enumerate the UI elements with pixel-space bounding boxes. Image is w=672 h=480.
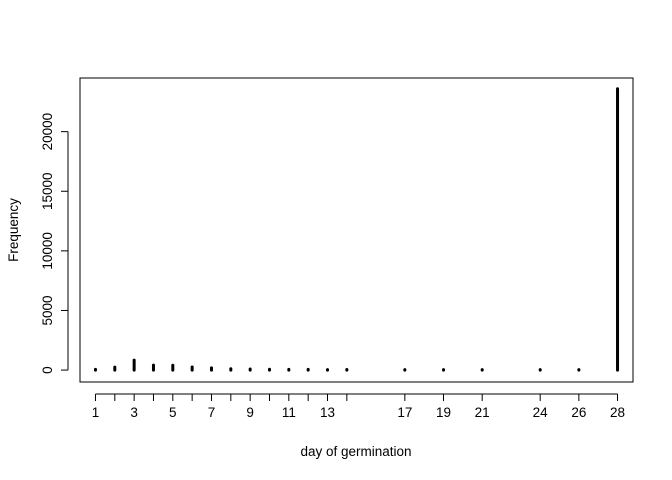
x-tick-label: 21 bbox=[475, 405, 490, 420]
data-marks bbox=[93, 87, 620, 372]
x-tick-label: 1 bbox=[92, 405, 100, 420]
x-tick-label: 9 bbox=[246, 405, 254, 420]
plot-frame bbox=[79, 77, 634, 383]
x-tick-label: 19 bbox=[436, 405, 451, 420]
x-tick-label: 17 bbox=[397, 405, 412, 420]
x-tick-label: 7 bbox=[208, 405, 216, 420]
y-tick-label: 10000 bbox=[40, 232, 55, 270]
x-tick-label: 26 bbox=[571, 405, 586, 420]
x-tick-label: 11 bbox=[282, 405, 296, 420]
y-tick-label: 5000 bbox=[40, 295, 55, 325]
y-tick-label: 20000 bbox=[40, 113, 55, 151]
x-tick-label: 24 bbox=[533, 405, 549, 420]
x-tick-label: 5 bbox=[169, 405, 177, 420]
x-axis: 1 3 5 7 9 11 13 17 19 21 24 26 28 bbox=[92, 393, 625, 420]
x-tick-label: 3 bbox=[130, 405, 138, 420]
x-axis-title: day of germination bbox=[300, 444, 411, 459]
y-axis-title: Frequency bbox=[6, 198, 21, 262]
y-tick-label: 0 bbox=[40, 366, 55, 374]
x-tick-label: 13 bbox=[320, 405, 335, 420]
y-tick-label: 15000 bbox=[40, 172, 55, 210]
x-tick-label: 28 bbox=[610, 405, 625, 420]
y-axis: 0 5000 10000 15000 20000 bbox=[40, 113, 69, 374]
